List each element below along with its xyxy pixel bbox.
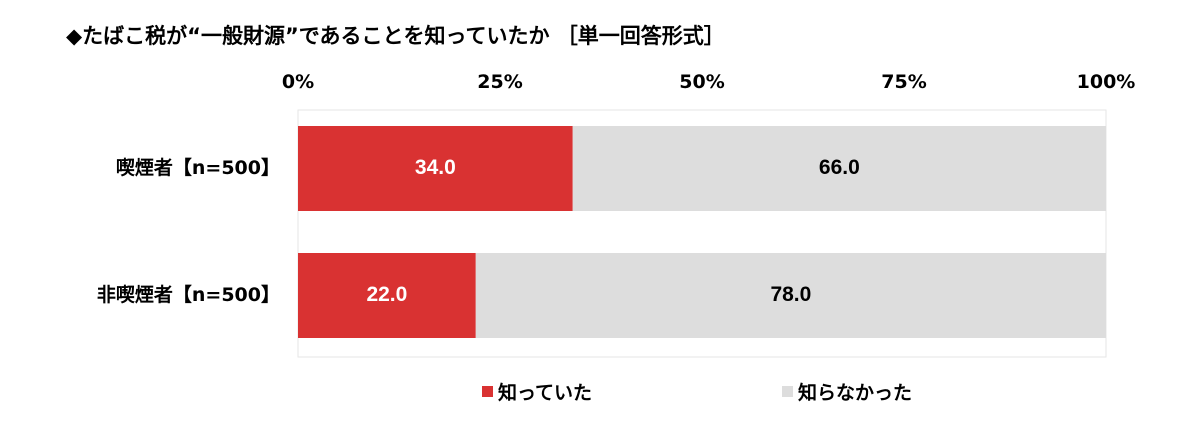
legend-label-unknown: 知らなかった [798, 382, 913, 404]
legend-item-unknown: 知らなかった [782, 378, 912, 405]
category-label: 非喫煙者【n=500】 [97, 283, 280, 306]
x-tick-label: 100% [1077, 71, 1136, 93]
x-tick-label: 50% [679, 71, 724, 93]
x-tick-label: 25% [477, 71, 522, 93]
x-tick-label: 75% [881, 71, 926, 93]
category-label: 喫煙者【n=500】 [116, 156, 280, 179]
bar-known [298, 253, 476, 338]
data-label: 22.0 [366, 283, 407, 306]
legend-swatch-unknown [782, 386, 793, 397]
data-label: 34.0 [415, 156, 456, 179]
plot-area-border [297, 109, 1107, 358]
chart-legend: 知っていた 知らなかった [0, 378, 1200, 408]
bar-known [298, 126, 573, 211]
legend-swatch-known [482, 386, 493, 397]
data-label: 66.0 [819, 156, 860, 179]
legend-label-known: 知っていた [498, 382, 593, 404]
legend-item-known: 知っていた [482, 378, 592, 405]
chart-title: ◆たばこ税が“一般財源”であることを知っていたか ［単一回答形式］ [66, 24, 725, 48]
data-label: 78.0 [770, 283, 811, 306]
bar-unknown [475, 253, 1106, 338]
bar-unknown [572, 126, 1106, 211]
x-tick-label: 0% [282, 71, 314, 93]
